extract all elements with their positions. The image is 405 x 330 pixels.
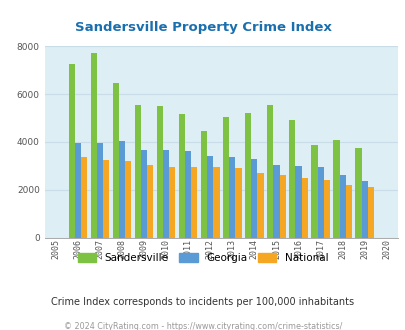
Bar [81, 157, 87, 238]
Bar [367, 187, 373, 238]
Bar [169, 167, 175, 238]
Bar [323, 180, 329, 238]
Text: Sandersville Property Crime Index: Sandersville Property Crime Index [75, 21, 330, 34]
Bar [141, 150, 147, 238]
Bar [273, 165, 279, 238]
Legend: Sandersville, Georgia, National: Sandersville, Georgia, National [73, 248, 332, 267]
Bar [213, 167, 219, 238]
Bar [229, 157, 235, 238]
Bar [317, 167, 323, 238]
Bar [222, 117, 229, 238]
Bar [185, 151, 191, 238]
Bar [311, 146, 317, 238]
Bar [339, 176, 345, 238]
Bar [345, 185, 351, 238]
Bar [200, 131, 207, 238]
Bar [119, 141, 125, 238]
Bar [266, 105, 273, 238]
Text: © 2024 CityRating.com - https://www.cityrating.com/crime-statistics/: © 2024 CityRating.com - https://www.city… [64, 322, 341, 330]
Bar [295, 166, 301, 238]
Bar [333, 140, 339, 238]
Bar [251, 159, 257, 238]
Bar [257, 173, 263, 238]
Bar [156, 106, 162, 238]
Bar [355, 148, 361, 238]
Bar [147, 165, 153, 238]
Bar [162, 150, 169, 238]
Bar [361, 182, 367, 238]
Bar [134, 105, 141, 238]
Bar [75, 143, 81, 238]
Bar [179, 115, 185, 238]
Bar [103, 160, 109, 238]
Bar [68, 64, 75, 238]
Bar [90, 53, 96, 238]
Bar [125, 161, 131, 238]
Bar [96, 143, 103, 238]
Bar [112, 83, 119, 238]
Bar [279, 176, 285, 238]
Bar [235, 168, 241, 238]
Bar [207, 156, 213, 238]
Bar [301, 178, 307, 238]
Bar [191, 167, 197, 238]
Bar [288, 120, 295, 238]
Text: Crime Index corresponds to incidents per 100,000 inhabitants: Crime Index corresponds to incidents per… [51, 297, 354, 307]
Bar [245, 113, 251, 238]
